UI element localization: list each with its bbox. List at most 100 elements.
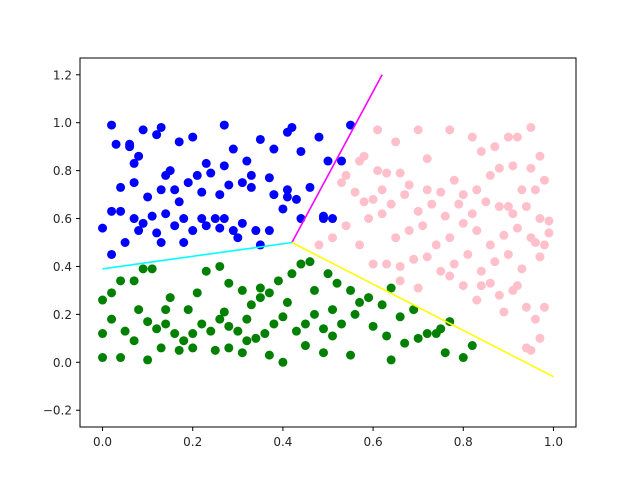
axes-frame <box>79 57 577 428</box>
data-point <box>413 206 423 216</box>
data-point <box>413 283 423 293</box>
data-point <box>179 238 189 247</box>
y-tick-label: 1.0 <box>53 116 72 130</box>
data-point <box>485 240 495 250</box>
data-point <box>188 343 198 353</box>
data-point <box>386 355 396 365</box>
data-point <box>440 348 450 358</box>
data-point <box>476 281 486 291</box>
data-point <box>129 276 139 286</box>
data-point <box>107 120 117 130</box>
data-point <box>346 285 356 295</box>
y-tick-label: 0.8 <box>53 164 72 178</box>
data-point <box>138 218 148 228</box>
y-axis: −0.2 0.0 0.2 0.4 0.6 0.8 1.0 1.2 <box>43 68 80 418</box>
data-point <box>255 134 265 144</box>
data-point <box>219 161 229 171</box>
boundary-line <box>291 241 554 378</box>
data-point <box>161 319 171 329</box>
data-point <box>431 240 441 250</box>
data-point <box>197 214 207 224</box>
data-point <box>215 261 225 271</box>
data-point <box>377 300 387 310</box>
data-point <box>467 341 477 351</box>
data-point <box>337 178 347 188</box>
data-point <box>458 281 468 291</box>
data-point <box>400 190 410 200</box>
data-point <box>174 345 184 355</box>
data-point <box>210 345 220 355</box>
data-point <box>179 214 189 224</box>
data-point <box>278 204 288 214</box>
data-point <box>296 146 306 156</box>
data-point <box>539 175 549 185</box>
data-point <box>526 163 536 173</box>
data-point <box>395 261 405 271</box>
data-point <box>355 240 365 250</box>
data-point <box>224 278 234 288</box>
data-point <box>152 324 162 334</box>
x-tick-label: 0.0 <box>93 435 112 449</box>
data-point <box>156 343 166 353</box>
data-point <box>129 178 139 188</box>
data-point <box>300 319 310 329</box>
x-tick-label: 0.4 <box>273 435 292 449</box>
data-point <box>278 312 288 322</box>
data-point <box>129 214 139 224</box>
data-point <box>138 264 148 274</box>
y-tick-label: −0.2 <box>43 404 72 418</box>
data-point <box>382 331 392 341</box>
boundary-line <box>291 74 383 243</box>
data-point <box>165 293 175 303</box>
data-point <box>282 192 292 202</box>
data-point <box>296 259 306 269</box>
data-point <box>535 151 545 161</box>
data-point <box>368 194 378 204</box>
data-point <box>188 226 198 236</box>
data-point <box>143 317 153 327</box>
y-tick-label: 0.2 <box>53 308 72 322</box>
data-point <box>494 202 504 212</box>
boundary-line <box>102 241 293 270</box>
data-point <box>521 202 531 212</box>
data-point <box>530 314 540 324</box>
data-point <box>458 353 468 363</box>
data-point <box>449 259 459 269</box>
data-point <box>219 214 229 224</box>
data-point <box>364 214 374 224</box>
data-point <box>499 307 509 317</box>
data-point <box>458 190 468 200</box>
x-tick-label: 0.8 <box>454 435 473 449</box>
data-point <box>170 329 180 339</box>
data-point <box>436 266 446 276</box>
data-point <box>503 249 513 259</box>
data-point <box>445 125 455 135</box>
data-point <box>350 187 360 197</box>
data-point <box>188 132 198 142</box>
data-point <box>494 290 504 300</box>
data-point <box>535 333 545 343</box>
y-tick-label: 1.2 <box>53 68 72 82</box>
data-point <box>300 341 310 351</box>
data-point <box>422 252 432 262</box>
data-point <box>503 132 513 142</box>
data-point <box>147 264 157 274</box>
data-point <box>237 178 247 188</box>
x-tick-label: 1.0 <box>544 435 563 449</box>
data-point <box>309 285 319 295</box>
data-point <box>341 221 351 231</box>
data-point <box>355 156 365 166</box>
data-point <box>395 276 405 286</box>
data-point <box>125 142 135 152</box>
data-point <box>323 269 333 279</box>
data-point <box>264 173 274 183</box>
data-point <box>490 257 500 267</box>
data-point <box>395 312 405 322</box>
data-point <box>183 178 193 188</box>
data-point <box>503 202 513 212</box>
data-point <box>431 329 441 339</box>
data-point <box>116 182 126 192</box>
data-point <box>192 288 202 298</box>
data-point <box>174 137 184 147</box>
